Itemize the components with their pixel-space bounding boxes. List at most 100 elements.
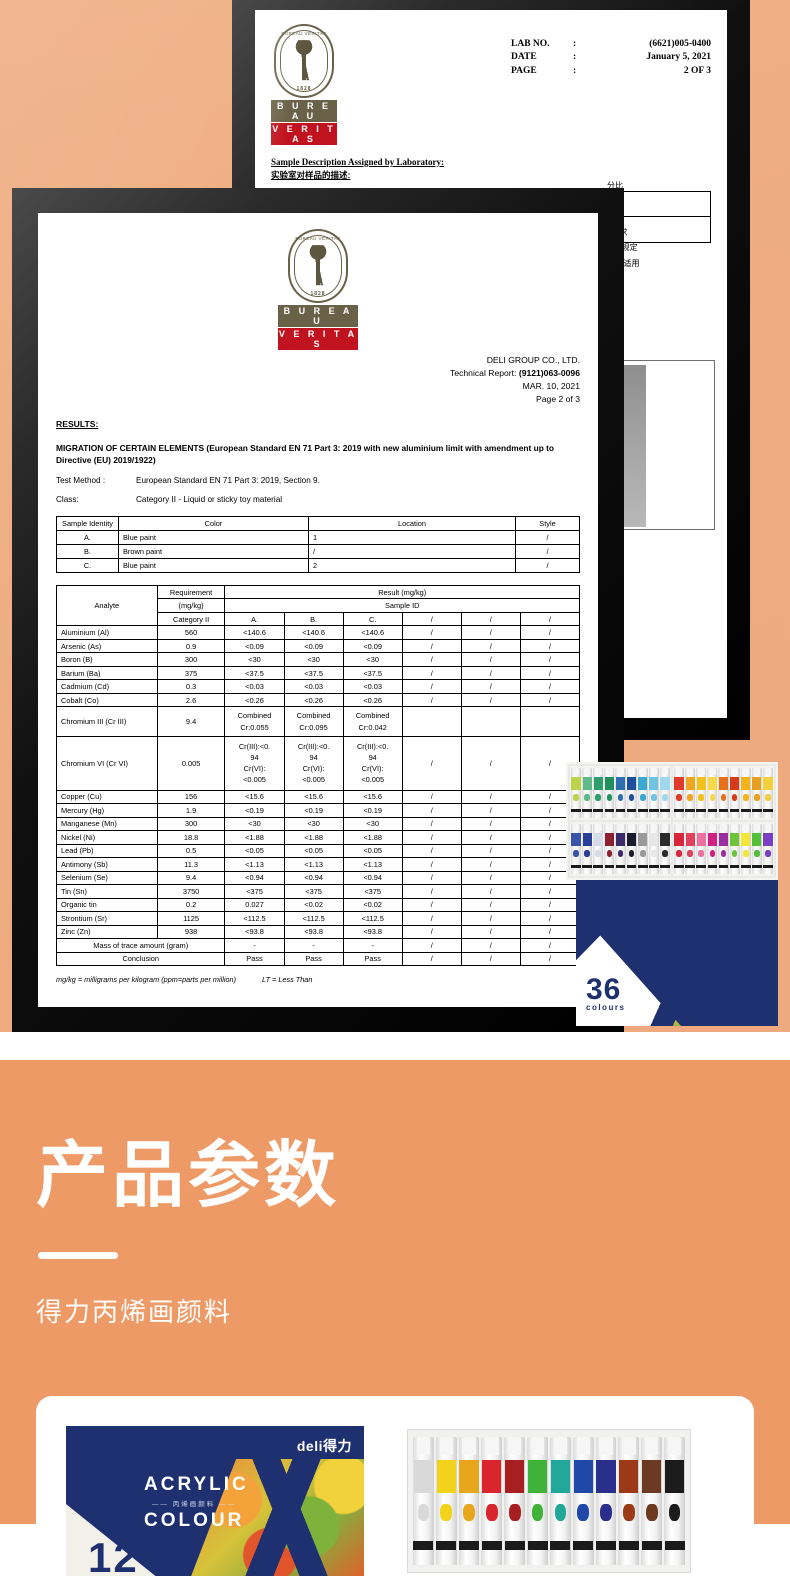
cell-b: <30 <box>283 816 344 832</box>
paint-tubes-tray-12 <box>404 1426 694 1576</box>
tube-footer-bar <box>582 864 593 868</box>
paint-tube <box>618 1437 640 1565</box>
cell-req: 156 <box>156 789 226 805</box>
cell-req: 3750 <box>156 884 226 899</box>
tube-colour-band <box>615 777 626 790</box>
tube-footer-bar <box>593 864 604 868</box>
meta-colon: : <box>573 52 577 63</box>
cell-analyte: Zinc (Zn) <box>56 924 158 940</box>
tube-colour-swatch <box>508 1503 521 1522</box>
tube-colour-band <box>741 833 751 846</box>
cell-b: <0.05 <box>283 843 344 859</box>
paint-tube <box>481 1437 503 1565</box>
tube-cap <box>764 824 772 831</box>
meta-key: DATE <box>511 52 537 63</box>
tube-footer-bar <box>660 864 670 868</box>
package-title-sub: —— 丙烯画颜料 —— <box>152 1501 237 1508</box>
paint-tube <box>626 824 637 874</box>
tube-colour-band <box>752 777 762 790</box>
frame-inner-mat: BUREAU VERITAS 1828 B U R E A U V E R I … <box>38 213 598 1007</box>
cell-b: <0.94 <box>283 870 344 886</box>
sample-description-heading-en: Sample Description Assigned by Laborator… <box>271 157 445 167</box>
cell-b: <30 <box>283 652 344 667</box>
footnote-lt: LT = Less Than <box>262 975 313 985</box>
lab-report-meta: LAB NO. : (6621)005-0400 DATE : January … <box>511 38 711 78</box>
tube-cap <box>650 824 658 831</box>
cell-e: / <box>460 803 521 818</box>
cell-c: <1.88 <box>342 830 403 845</box>
cell-analyte: Antimony (Sb) <box>56 857 158 872</box>
cell-e: / <box>460 625 521 640</box>
cell-b: <1.13 <box>283 857 344 872</box>
tube-colour-swatch <box>742 794 749 801</box>
tube-footer-bar <box>763 864 773 868</box>
tube-footer-bar <box>707 864 718 868</box>
tube-colour-band <box>626 777 637 790</box>
tube-colour-band <box>604 833 615 846</box>
cell-analyte: Organic tin <box>56 897 158 913</box>
cell-conclusion-f: / <box>519 951 581 967</box>
tube-cap <box>731 824 738 831</box>
paint-tube <box>604 824 615 874</box>
table-header-group: Analyte Requirement Result (mg/kg) (mg/k… <box>56 584 581 627</box>
tube-cap <box>617 768 624 775</box>
cell-d: / <box>401 830 462 845</box>
cell-a: <0.19 <box>224 803 285 818</box>
cell-f: / <box>519 665 581 681</box>
tube-colour-swatch <box>753 850 760 857</box>
package-title-line1: ACRYLIC <box>144 1474 249 1495</box>
cell-a: <30 <box>224 652 285 667</box>
th-sample-col: C. <box>342 611 403 627</box>
tube-footer-bar <box>596 1540 617 1550</box>
report-header-block: DELI GROUP CO., LTD. Technical Report: (… <box>56 354 580 406</box>
tube-colour-swatch <box>698 850 705 857</box>
paint-tube <box>593 768 604 818</box>
cell-analyte: Barium (Ba) <box>56 665 158 681</box>
cell-req: 0.5 <box>156 843 226 859</box>
tube-footer-bar <box>527 1540 548 1550</box>
paint-tube <box>664 1437 685 1565</box>
tube-colour-swatch <box>606 850 613 857</box>
tube-colour-band <box>674 777 684 790</box>
tube-colour-swatch <box>573 850 579 857</box>
tube-footer-bar <box>696 864 707 868</box>
cell-mass-d: / <box>401 938 462 953</box>
meta-key: PAGE <box>511 65 537 76</box>
meta-value: January 5, 2021 <box>646 52 711 63</box>
tube-colour-band <box>436 1460 456 1494</box>
tube-colour-swatch <box>606 794 613 801</box>
cell-d: / <box>401 897 462 913</box>
cell-mass-e: / <box>460 938 521 953</box>
cell-e: / <box>460 884 521 899</box>
tube-colour-swatch <box>486 1503 498 1522</box>
sample-description-heading-cn: 实验室对样品的描述: <box>271 170 351 180</box>
tube-footer-bar <box>674 808 684 812</box>
cell-analyte: Mercury (Hg) <box>56 803 158 818</box>
tube-colour-swatch <box>676 794 682 801</box>
logo-wordmark-bottom: V E R I T A S <box>271 123 337 145</box>
tube-cap <box>617 824 624 831</box>
cell-e: / <box>460 692 521 708</box>
cell-sample-id: B. <box>56 543 119 559</box>
cell-color: Blue paint <box>118 557 309 573</box>
table-header-row: Sample Identity Color Location Style <box>56 515 580 531</box>
cell-a: 0.027 <box>224 897 285 913</box>
cell-a: <140.6 <box>224 625 285 640</box>
tube-footer-bar <box>504 1540 525 1550</box>
paint-tube <box>740 824 751 874</box>
tube-colour-swatch <box>573 794 579 801</box>
cell-c: <0.03 <box>342 679 403 694</box>
tube-cap <box>628 768 635 775</box>
tube-colour-band <box>615 833 626 846</box>
tube-footer-bar <box>582 808 593 812</box>
cell-b: <15.6 <box>283 789 344 805</box>
seal-figure-icon <box>289 40 319 81</box>
paint-tube <box>718 824 729 874</box>
tube-footer-bar <box>648 864 659 868</box>
cell-d: / <box>401 857 462 872</box>
tube-footer-bar <box>648 808 659 812</box>
tube-cap <box>720 768 727 775</box>
cell-analyte: Nickel (Ni) <box>56 830 158 845</box>
tube-colour-band <box>685 777 695 790</box>
cell-analyte: Selenium (Se) <box>56 870 158 886</box>
